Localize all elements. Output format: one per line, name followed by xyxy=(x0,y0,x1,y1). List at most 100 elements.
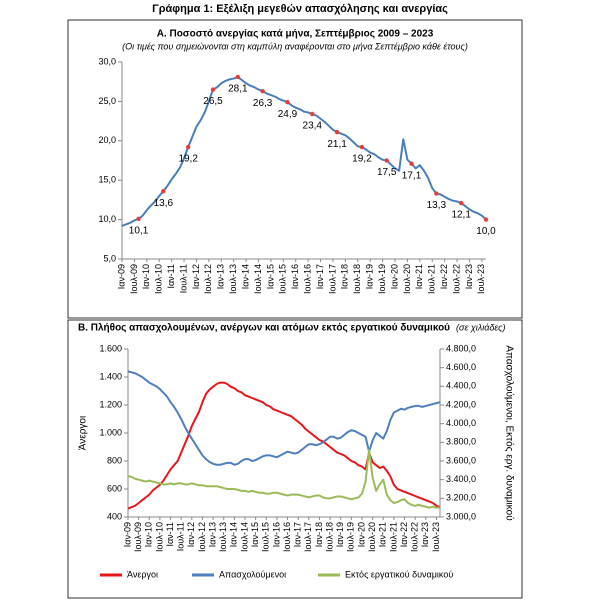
x-tick-label: Ιουλ-12 xyxy=(203,264,213,294)
point-marker xyxy=(260,88,265,94)
y-tick-label: 20,0 xyxy=(98,135,116,145)
x-tick-label: Ιαν-10 xyxy=(144,522,154,547)
x-tick-label: Ιουλ-13 xyxy=(218,522,228,552)
x-tick-label: Ιαν-19 xyxy=(365,264,375,289)
point-marker xyxy=(185,144,191,150)
x-tick-label: Ιαν-22 xyxy=(399,522,409,547)
x-tick-label: Ιουλ-22 xyxy=(451,264,461,294)
x-tick-label: Ιουλ-23 xyxy=(431,522,441,552)
x-tick-label: Ιαν-15 xyxy=(265,264,275,289)
x-tick-label: Ιουλ-21 xyxy=(427,264,437,294)
x-tick-label: Ιαν-23 xyxy=(464,264,474,289)
y-tick-label: 25,0 xyxy=(98,96,116,106)
x-tick-label: Ιουλ-19 xyxy=(346,522,356,552)
x-tick-label: Ιαν-12 xyxy=(191,264,201,289)
data-label: 26,3 xyxy=(253,98,273,109)
series-line xyxy=(121,75,487,227)
x-tick-label: Ιαν-17 xyxy=(315,264,325,289)
data-label: 10,1 xyxy=(129,225,149,236)
x-tick-label: Ιουλ-18 xyxy=(352,264,362,294)
legend-label: Άνεργοι xyxy=(127,569,158,579)
y2-tick-label: 4.400,0 xyxy=(446,381,476,391)
page-title: Γράφημα 1: Εξέλιξη μεγεθών απασχόλησης κ… xyxy=(152,3,448,15)
x-tick-label: Ιουλ-12 xyxy=(197,522,207,552)
x-tick-label: Ιουλ-16 xyxy=(303,264,313,294)
x-tick-label: Ιαν-16 xyxy=(290,264,300,289)
point-marker xyxy=(310,111,315,117)
y2-tick-label: 3.600,0 xyxy=(446,455,476,465)
y-tick-label: 400 xyxy=(107,511,122,521)
y-tick-label: 1.000 xyxy=(99,427,122,437)
x-tick-label: Ιουλ-11 xyxy=(178,264,188,293)
chart-subtitle: (σε χιλιάδες) xyxy=(456,322,505,332)
x-tick-label: Ιουλ-09 xyxy=(129,264,139,294)
y-tick-label: 10,0 xyxy=(98,214,116,224)
y-tick-label: 15,0 xyxy=(98,175,116,185)
x-tick-label: Ιαν-18 xyxy=(340,264,350,289)
data-label: 19,2 xyxy=(352,154,372,165)
data-label: 12,1 xyxy=(451,210,471,221)
x-tick-label: Ιουλ-17 xyxy=(303,522,313,552)
point-marker xyxy=(458,200,464,206)
data-label: 13,6 xyxy=(154,198,174,209)
y-tick-label: 600 xyxy=(107,483,122,493)
y2-tick-label: 4.800,0 xyxy=(446,343,476,353)
series-line xyxy=(127,381,441,510)
data-label: 24,9 xyxy=(278,109,298,120)
y2-tick-label: 3.000,0 xyxy=(446,511,476,521)
y-tick-label: 5,0 xyxy=(103,253,116,263)
x-tick-label: Ιαν-12 xyxy=(186,522,196,547)
point-marker xyxy=(210,87,216,92)
x-tick-label: Ιαν-17 xyxy=(293,522,303,547)
point-marker xyxy=(483,217,489,222)
y-tick-label: 1.600 xyxy=(99,343,122,353)
point-marker xyxy=(334,129,340,135)
x-tick-label: Ιουλ-21 xyxy=(388,522,398,552)
x-tick-label: Ιαν-18 xyxy=(314,522,324,547)
y2-tick-label: 3.400,0 xyxy=(446,474,476,484)
series-line xyxy=(127,370,441,466)
point-marker xyxy=(409,161,414,166)
panel-a xyxy=(67,19,523,319)
y2-tick-label: 3.200,0 xyxy=(446,493,476,503)
x-tick-label: Ιουλ-11 xyxy=(176,522,186,551)
y-axis-label: Άνεργοι xyxy=(78,416,89,450)
x-tick-label: Ιουλ-23 xyxy=(476,264,486,294)
chart-subtitle: (Οι τιμές που σημειώνονται στη καμπύλη α… xyxy=(122,41,468,51)
x-tick-label: Ιουλ-18 xyxy=(324,522,334,552)
x-tick-label: Ιαν-11 xyxy=(166,264,176,289)
data-label: 13,3 xyxy=(427,200,447,211)
y2-tick-label: 4.600,0 xyxy=(446,362,476,372)
x-tick-label: Ιαν-11 xyxy=(165,522,175,547)
x-tick-label: Ιαν-15 xyxy=(250,522,260,547)
data-label: 26,5 xyxy=(203,96,223,107)
data-label: 17,5 xyxy=(377,167,397,178)
y2-axis-label: Απασχολούμενοι, Εκτός εργ. δυναμικού xyxy=(503,345,515,520)
point-marker xyxy=(136,216,141,222)
x-tick-label: Ιαν-20 xyxy=(356,522,366,547)
y2-tick-label: 3.800,0 xyxy=(446,437,476,447)
y2-tick-label: 4.200,0 xyxy=(446,399,476,409)
y2-tick-label: 4.000,0 xyxy=(446,418,476,428)
x-tick-label: Ιουλ-17 xyxy=(327,264,337,294)
panel-b xyxy=(67,319,523,599)
data-label: 23,4 xyxy=(303,121,323,132)
y-tick-label: 1.400 xyxy=(99,371,122,381)
x-tick-label: Ιαν-21 xyxy=(414,264,424,289)
x-tick-label: Ιουλ-20 xyxy=(367,522,377,552)
x-tick-label: Ιουλ-14 xyxy=(253,264,263,294)
point-marker xyxy=(384,158,389,163)
x-tick-label: Ιουλ-19 xyxy=(377,264,387,294)
y-tick-label: 30,0 xyxy=(98,56,116,66)
x-tick-label: Ιαν-23 xyxy=(420,522,430,547)
legend-label: Απασχολούμενοι xyxy=(219,569,286,579)
x-tick-label: Ιαν-09 xyxy=(116,264,126,289)
point-marker xyxy=(235,74,241,80)
point-marker xyxy=(434,191,439,196)
y-tick-label: 800 xyxy=(107,455,122,465)
data-label: 21,1 xyxy=(327,139,347,150)
data-label: 28,1 xyxy=(228,84,248,95)
data-label: 17,1 xyxy=(402,170,422,181)
x-tick-label: Ιουλ-16 xyxy=(282,522,292,552)
